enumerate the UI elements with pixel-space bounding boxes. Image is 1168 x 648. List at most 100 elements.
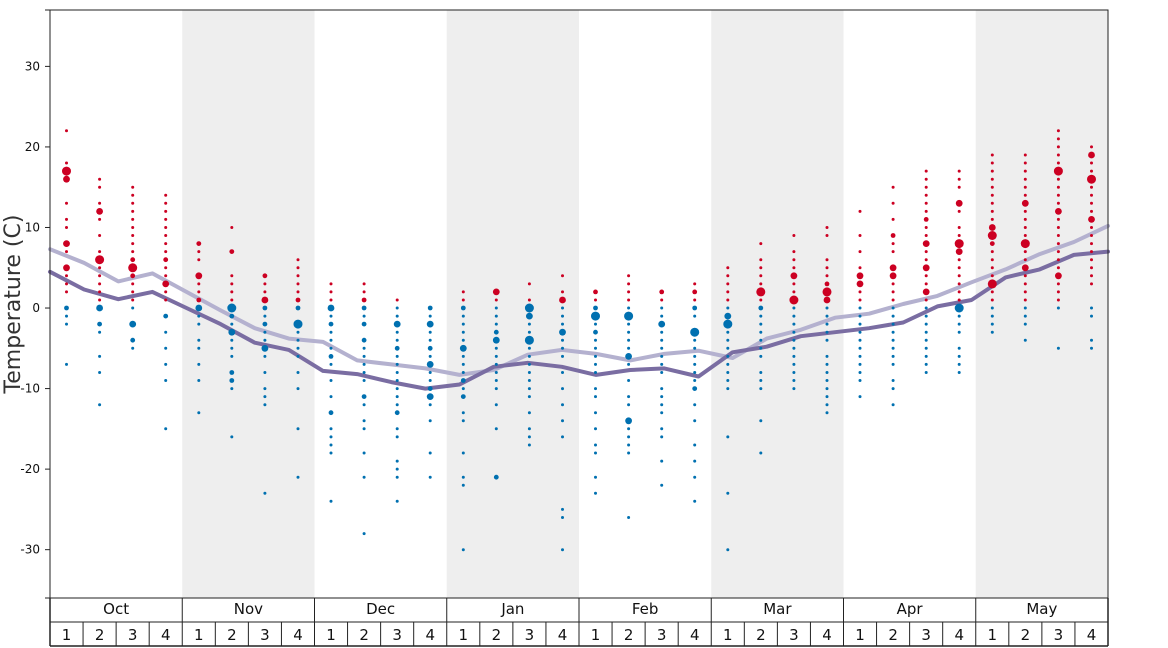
- cold-dot: [924, 354, 928, 358]
- week-label: 1: [459, 626, 469, 644]
- cold-dot: [395, 387, 399, 391]
- warm-dot: [792, 266, 796, 270]
- cold-dot: [561, 516, 564, 519]
- cold-dot: [395, 475, 399, 479]
- warm-dot: [990, 258, 994, 262]
- cold-dot: [1090, 306, 1093, 310]
- warm-dot: [924, 282, 928, 286]
- cold-dot: [924, 362, 928, 366]
- cold-dot: [461, 451, 465, 455]
- cold-dot: [428, 371, 432, 374]
- cold-dot: [627, 379, 631, 382]
- cold-dot: [97, 321, 102, 327]
- warm-dot: [990, 161, 994, 165]
- cold-dot: [524, 303, 534, 313]
- week-label: 1: [591, 626, 601, 644]
- cold-dot: [660, 427, 664, 431]
- cold-dot: [593, 305, 598, 311]
- week-label: 3: [128, 626, 138, 644]
- cold-dot: [759, 387, 763, 391]
- y-tick-label: -30: [20, 543, 40, 557]
- warm-dot: [131, 250, 135, 254]
- warm-dot: [792, 250, 796, 254]
- week-label: 2: [756, 626, 766, 644]
- week-label: 3: [921, 626, 931, 644]
- cold-dot: [230, 354, 234, 358]
- cold-dot: [164, 427, 168, 431]
- warm-dot: [131, 242, 135, 246]
- cold-dot: [858, 346, 862, 350]
- warm-dot: [98, 185, 102, 189]
- cold-dot: [891, 354, 895, 358]
- cold-dot: [924, 330, 928, 334]
- warm-dot: [1055, 208, 1062, 215]
- cold-dot: [263, 371, 267, 374]
- cold-dot: [726, 387, 730, 391]
- cold-dot: [296, 330, 300, 334]
- warm-dot: [195, 272, 203, 280]
- cold-dot: [825, 306, 829, 310]
- cold-dot: [858, 362, 862, 366]
- month-shade-may: [975, 10, 1108, 598]
- warm-dot: [131, 217, 135, 221]
- cold-dot: [296, 346, 300, 350]
- warm-dot: [164, 290, 168, 294]
- warm-dot: [924, 274, 928, 278]
- cold-dot: [726, 306, 730, 310]
- warm-dot: [823, 296, 831, 304]
- cold-dot: [627, 330, 631, 334]
- cold-dot: [395, 427, 399, 431]
- cold-dot: [362, 403, 366, 407]
- warm-dot: [858, 250, 862, 254]
- cold-dot: [990, 314, 994, 318]
- warm-dot: [858, 290, 862, 294]
- cold-dot: [461, 371, 465, 374]
- week-label: 2: [1021, 626, 1031, 644]
- cold-dot: [627, 516, 631, 519]
- warm-dot: [1023, 193, 1027, 197]
- cold-dot: [561, 403, 564, 407]
- cold-dot: [527, 330, 531, 334]
- cold-dot: [329, 395, 333, 399]
- cold-dot: [296, 427, 300, 431]
- cold-dot: [561, 548, 564, 552]
- cold-dot: [924, 306, 928, 310]
- cold-dot: [329, 443, 333, 447]
- cold-dot: [527, 411, 531, 415]
- cold-dot: [594, 371, 597, 374]
- warm-dot: [197, 290, 201, 294]
- cold-dot: [693, 475, 697, 479]
- cold-dot: [758, 305, 764, 311]
- cold-dot: [428, 475, 432, 479]
- week-label: 4: [161, 626, 171, 644]
- cold-dot: [527, 379, 531, 382]
- warm-dot: [954, 239, 964, 249]
- cold-dot: [660, 354, 664, 358]
- warm-dot: [164, 250, 168, 254]
- y-tick-label: 30: [25, 59, 40, 73]
- cold-dot: [593, 329, 598, 335]
- cold-dot: [527, 395, 531, 399]
- cold-dot: [726, 371, 730, 374]
- cold-dot: [98, 371, 102, 374]
- warm-dot: [924, 234, 928, 237]
- warm-dot: [858, 234, 862, 237]
- cold-dot: [362, 314, 366, 318]
- cold-dot: [792, 322, 796, 326]
- warm-dot: [230, 282, 234, 286]
- cold-dot: [395, 314, 399, 318]
- warm-dot: [627, 282, 631, 286]
- cold-dot: [858, 338, 862, 342]
- cold-dot: [692, 386, 698, 391]
- warm-dot: [1021, 199, 1029, 207]
- month-label-feb: Feb: [632, 600, 659, 618]
- cold-dot: [561, 306, 564, 310]
- month-label-oct: Oct: [103, 600, 129, 618]
- cold-dot: [759, 322, 763, 326]
- warm-dot: [858, 266, 862, 270]
- week-label: 2: [888, 626, 898, 644]
- cold-dot: [924, 314, 928, 318]
- cold-dot: [428, 451, 432, 455]
- cold-dot: [362, 427, 366, 431]
- cold-dot: [526, 312, 533, 320]
